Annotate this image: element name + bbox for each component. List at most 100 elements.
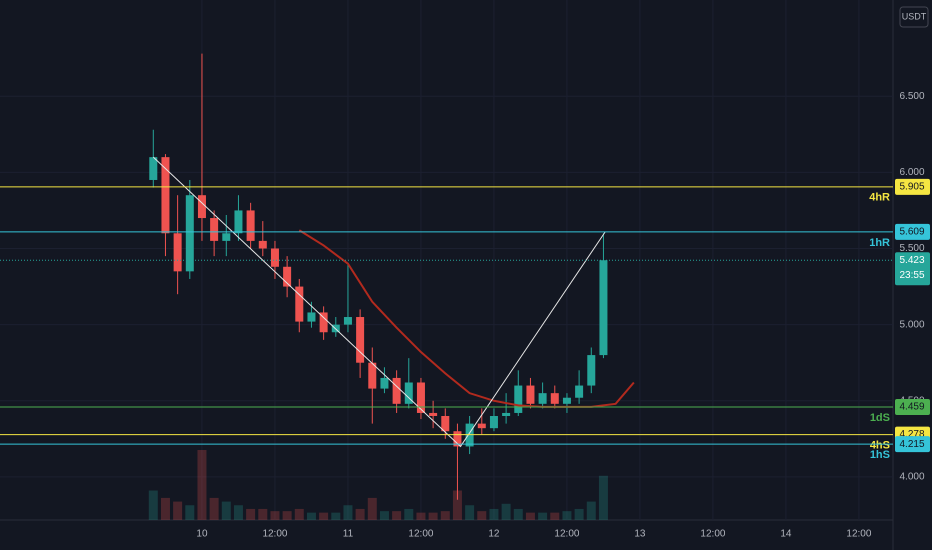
x-tick-label: 12:00: [846, 529, 871, 540]
volume-bar: [246, 508, 256, 520]
candle-body: [270, 248, 279, 267]
volume-bar: [404, 508, 414, 520]
level-price: 5.905: [899, 181, 924, 192]
candle-body: [246, 210, 255, 241]
candle-body: [234, 210, 243, 234]
countdown: 23:55: [899, 270, 924, 281]
volume-bar: [367, 497, 377, 520]
last-price-box: [895, 252, 930, 286]
candle-body: [173, 233, 182, 272]
x-tick-label: 12: [488, 529, 500, 540]
volume-bar: [586, 501, 596, 520]
volume-bar: [538, 512, 548, 520]
volume-bar: [270, 511, 280, 520]
candle-body: [222, 233, 231, 241]
level-price: 5.609: [899, 227, 924, 238]
volume-bar: [489, 508, 499, 520]
level-name: 4hR: [869, 192, 890, 204]
volume-bar: [525, 512, 535, 520]
y-tick-label: 5.000: [899, 319, 924, 330]
volume-bar: [160, 497, 170, 520]
candle-body: [392, 377, 401, 404]
volume-bar: [574, 508, 584, 520]
candle-body: [441, 416, 450, 432]
candle-body: [587, 355, 596, 386]
volume-bar: [319, 512, 329, 520]
candle-body: [161, 157, 170, 234]
y-tick-label: 6.500: [899, 91, 924, 102]
level-name: 1hS: [870, 449, 890, 461]
volume-bar: [209, 497, 219, 520]
candle-body: [210, 218, 219, 241]
last-price: 5.423: [899, 255, 924, 266]
volume-bar: [392, 511, 402, 520]
volume-bar: [477, 511, 487, 520]
volume-bar: [148, 490, 158, 520]
level-price: 4.459: [899, 402, 924, 413]
level-price: 4.278: [899, 429, 924, 440]
volume-bar: [416, 512, 426, 520]
candle-body: [307, 312, 316, 322]
level-price-box: [895, 399, 930, 416]
volume-bar: [185, 505, 195, 520]
volume-bar: [282, 511, 292, 520]
x-tick-label: 13: [634, 529, 646, 540]
candle-body: [599, 260, 608, 356]
candle-body: [453, 431, 462, 447]
x-tick-label: 12:00: [554, 529, 579, 540]
y-tick-label: 6.000: [899, 167, 924, 178]
level-price: 4.215: [899, 439, 924, 450]
x-tick-label: 11: [343, 529, 354, 540]
level-price-box: [895, 178, 930, 195]
candle-body: [380, 377, 389, 389]
volume-bar: [598, 475, 608, 520]
candle-body: [538, 393, 547, 404]
trend-line: [152, 156, 606, 448]
candle-body: [368, 362, 377, 389]
candle-body: [489, 416, 498, 429]
candle-body: [416, 382, 425, 413]
volume-bar: [258, 508, 268, 520]
volume-bar: [233, 505, 243, 520]
x-tick-label: 12:00: [408, 529, 433, 540]
x-tick-label: 10: [196, 529, 208, 540]
y-tick-label: 5.500: [899, 243, 924, 254]
volume-bar: [452, 490, 462, 520]
volume-bar: [173, 501, 183, 520]
candle-body: [502, 412, 511, 416]
x-tick-label: 14: [780, 529, 792, 540]
candle-body: [429, 412, 438, 416]
level-price-box: [895, 436, 930, 453]
volume-bar: [355, 508, 365, 520]
candle-body: [404, 382, 413, 404]
volume-bar: [379, 511, 389, 520]
candle-body: [197, 195, 206, 219]
volume-bar: [294, 508, 304, 520]
volume-bar: [440, 511, 450, 520]
currency: USDT: [902, 11, 927, 21]
candle-body: [319, 312, 328, 333]
candle-body: [526, 385, 535, 404]
candle-body: [258, 240, 267, 249]
level-price-box: [895, 223, 930, 240]
candle-body: [550, 393, 559, 404]
candle-body: [477, 423, 486, 429]
volume-bar: [331, 512, 341, 520]
volume-bar: [306, 512, 316, 520]
volume-bar: [513, 508, 523, 520]
candle-body: [356, 317, 365, 363]
candle-body: [283, 266, 292, 287]
level-name: 4hS: [870, 439, 890, 451]
volume-bar: [197, 450, 207, 520]
level-name: 1dS: [870, 412, 890, 424]
volume-bar: [550, 512, 560, 520]
y-tick-label: 4.000: [899, 472, 924, 483]
volume-bar: [428, 512, 438, 520]
candle-body: [149, 157, 158, 180]
volume-bar: [221, 501, 231, 520]
candle-body: [343, 317, 352, 325]
volume-bar: [465, 505, 475, 520]
